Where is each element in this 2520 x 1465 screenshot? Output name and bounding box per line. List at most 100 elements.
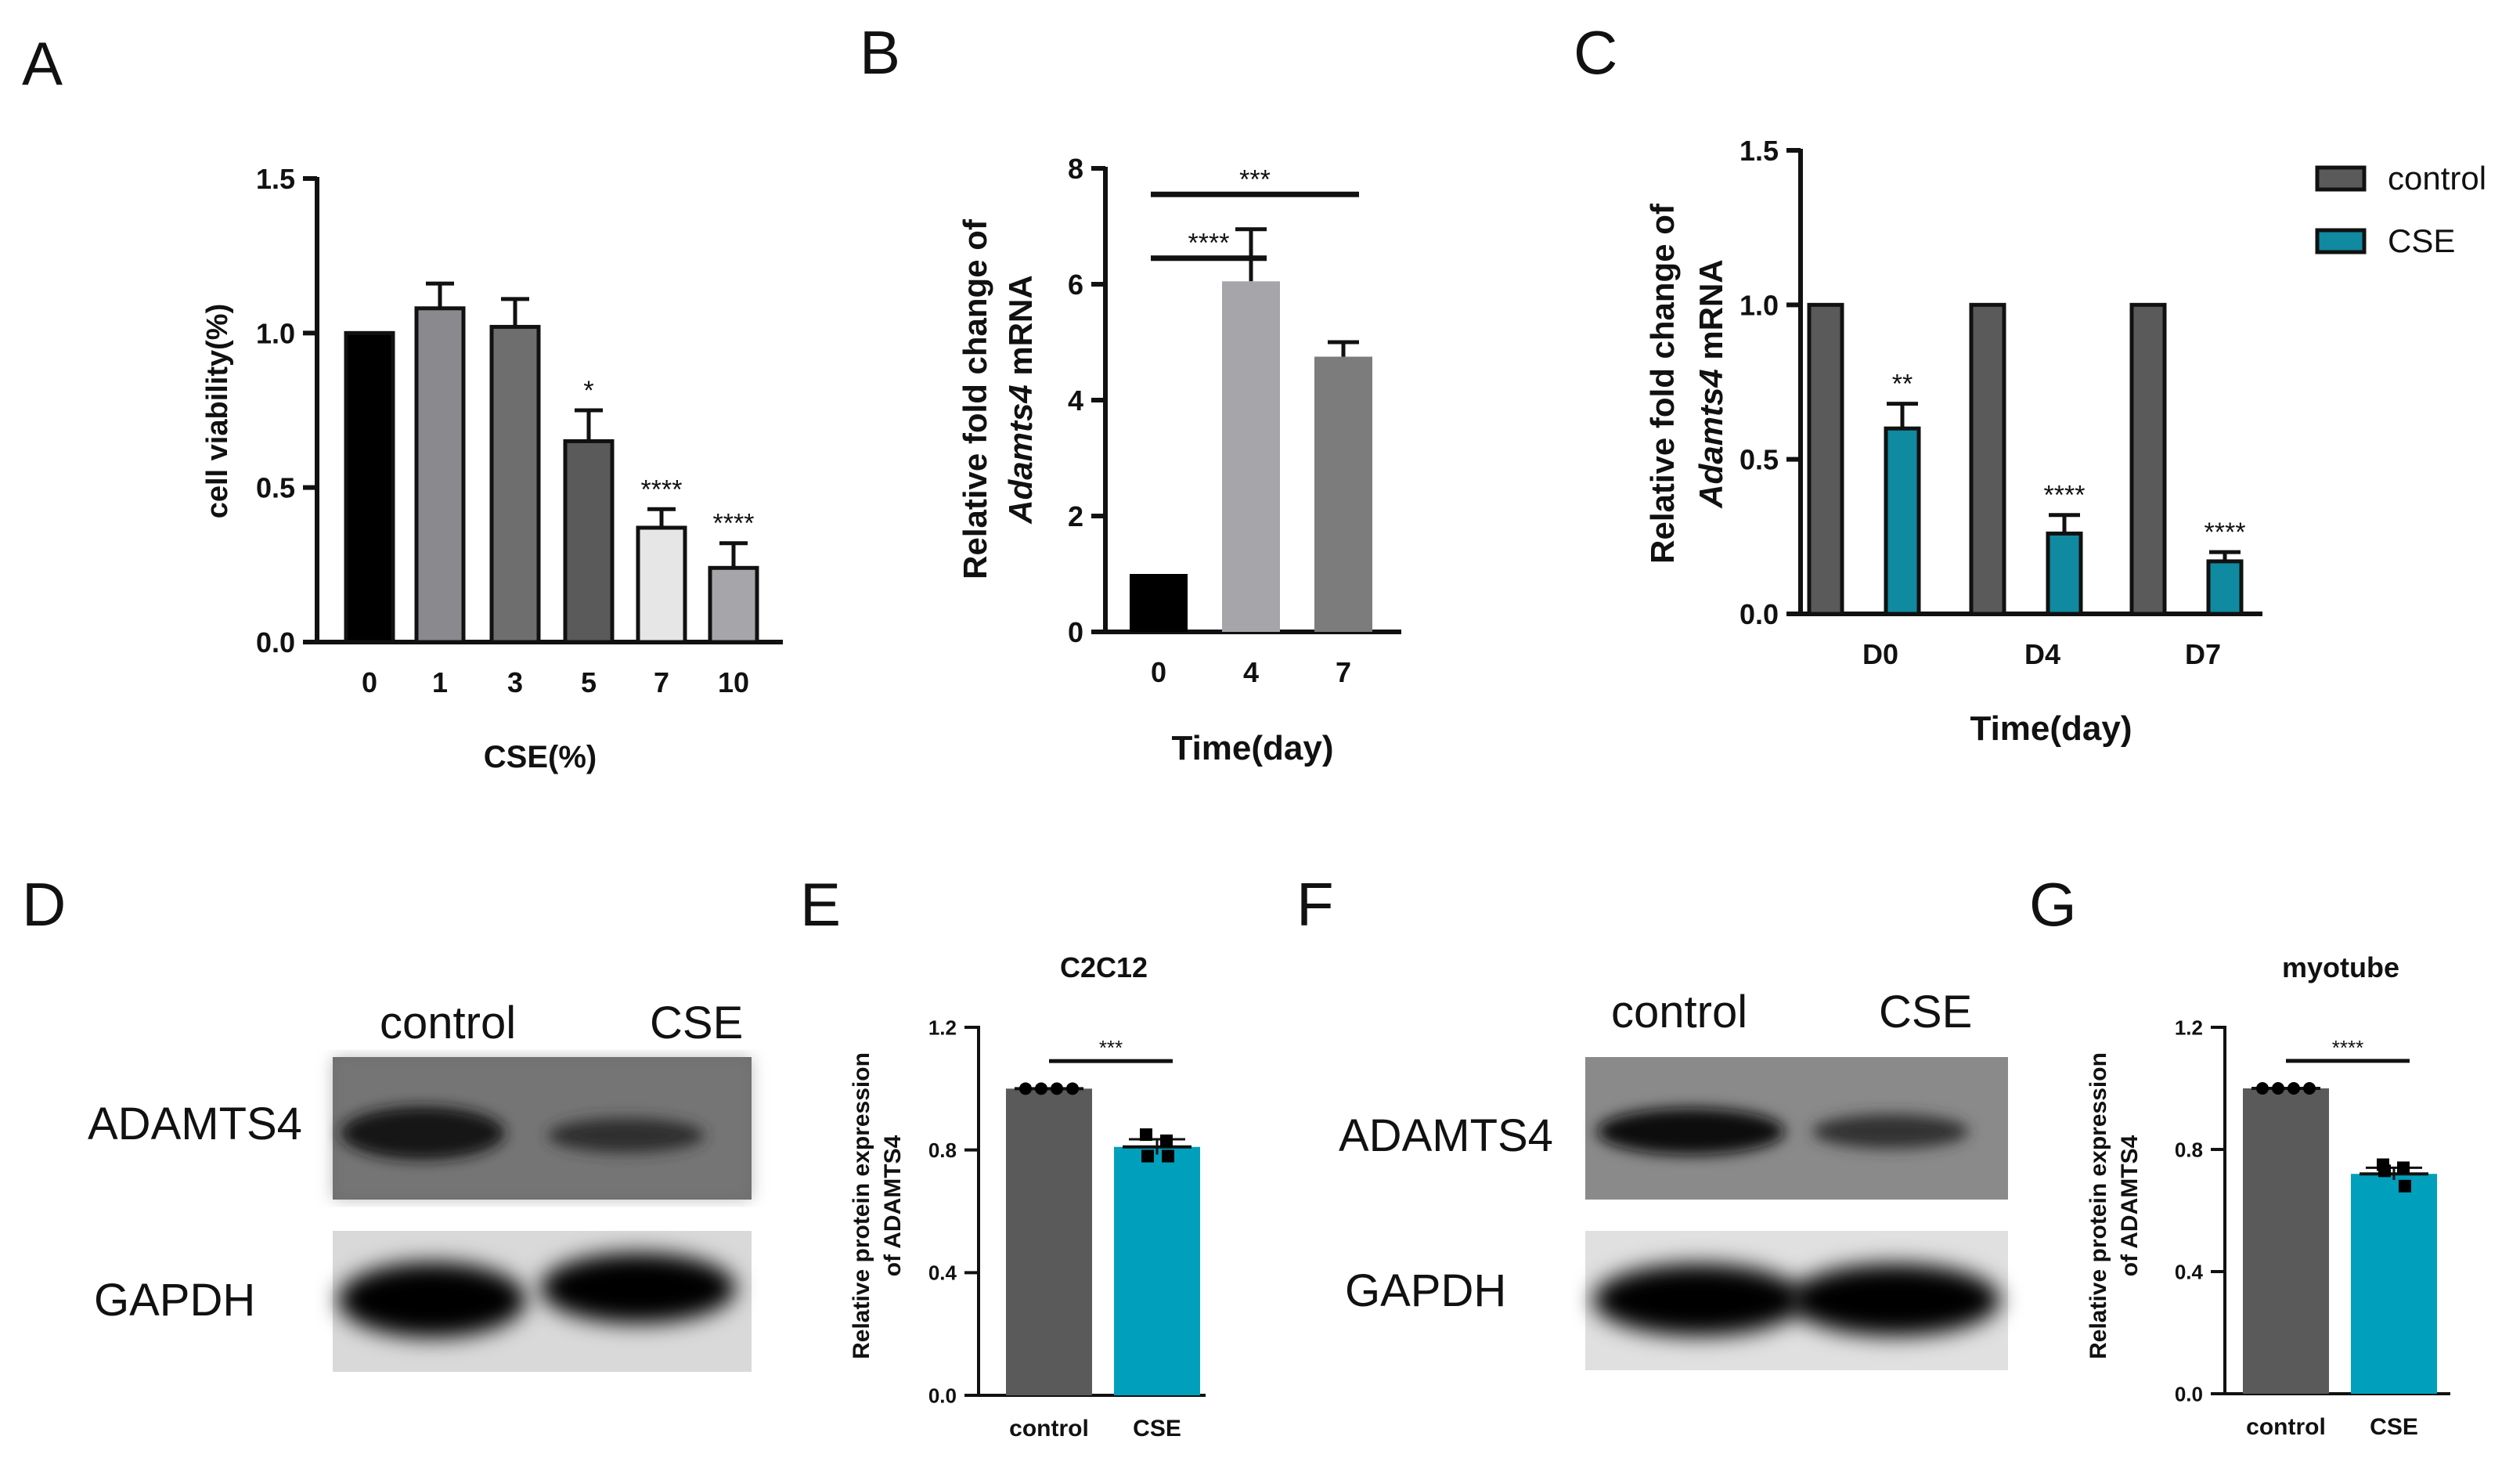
chart-a-bar [636, 525, 687, 644]
blot-f-lane-cse: CSE [1879, 987, 1972, 1037]
chart-a-significance: * [583, 376, 593, 406]
chart-c-bar-cse [2046, 531, 2083, 616]
chart-a-significance: **** [713, 509, 755, 539]
western-blot-f: control CSE ADAMTS4 GAPDH [1339, 987, 2008, 1370]
chart-e-y-tick-label: 1.2 [928, 1016, 957, 1039]
chart-g-y-tick-label: 0.8 [2175, 1138, 2203, 1161]
chart-c-x-tick-label: D0 [1862, 638, 1898, 670]
chart-g-data-point [2397, 1161, 2410, 1175]
chart-g-y-axis-label-line1: Relative protein expression [2086, 1052, 2111, 1359]
chart-g-data-point [2256, 1082, 2269, 1095]
chart-c-bar-control [2129, 302, 2167, 616]
chart-c-y-tick-label: 0.0 [1739, 598, 1779, 630]
chart-c-significance: ** [1892, 370, 1913, 399]
chart-c-legend-swatch-control [2315, 165, 2367, 192]
chart-c-legend-label-control: control [2388, 160, 2486, 197]
chart-c-bar-control [1969, 302, 2006, 616]
chart-c-bar-control [1807, 302, 1844, 616]
chart-a-bar [414, 306, 466, 644]
chart-a-y-tick-label: 1.5 [256, 163, 295, 195]
panel-letter-a: A [22, 29, 63, 98]
chart-a-significance: **** [641, 475, 683, 504]
blot-f-gapdh-band-control [1593, 1264, 1804, 1336]
panel-letter-d: D [22, 870, 66, 939]
chart-b-x-tick-label: 0 [1151, 656, 1166, 688]
chart-c-legend-swatch-cse [2315, 228, 2367, 254]
chart-b-y-axis-label-gene: Adamts4 [1002, 384, 1039, 524]
chart-g-data-point [2303, 1082, 2316, 1095]
chart-a: 0.0 0.5 1.0 1.5 0 1 3 5 * 7 **** 10 **** CSE(%) cell v… [201, 163, 783, 774]
chart-b-y-tick-label: 8 [1068, 153, 1083, 185]
chart-g-data-point [2287, 1082, 2300, 1095]
chart-e-y-tick-label: 0.8 [928, 1138, 957, 1162]
chart-c: 0.0 0.5 1.0 1.5 ** D0 **** D4 **** D7 control CSE Ti… [1644, 135, 2486, 748]
chart-a-y-tick-label: 0.5 [256, 472, 295, 504]
chart-g-y-tick-label: 1.2 [2175, 1016, 2203, 1039]
panel-letter-b: B [860, 18, 900, 87]
chart-b-comparison-label: **** [1188, 229, 1230, 258]
chart-a-x-tick-label: 0 [362, 666, 377, 698]
chart-g-y-tick-label: 0.4 [2175, 1260, 2204, 1283]
blot-d-row-gapdh: GAPDH [94, 1275, 255, 1326]
chart-e-y-axis-label-line2: of ADAMTS4 [880, 1135, 906, 1276]
chart-b-bar [1222, 281, 1280, 632]
chart-e-y-axis-label-line1: Relative protein expression [849, 1052, 874, 1359]
chart-g-bar [2351, 1174, 2437, 1394]
chart-b-x-tick-label: 4 [1243, 656, 1259, 688]
chart-e-bar [1114, 1146, 1200, 1395]
chart-c-significance: **** [2205, 518, 2246, 547]
chart-b-y-tick-label: 4 [1068, 384, 1083, 417]
chart-b-y-axis-label-line1: Relative fold change of [957, 218, 993, 579]
chart-g-significance: **** [2332, 1036, 2363, 1059]
chart-b-x-axis-label: Time(day) [1171, 729, 1333, 767]
chart-g-x-tick-label: CSE [2370, 1414, 2418, 1440]
chart-c-y-axis-label-suffix: mRNA [1693, 259, 1729, 369]
chart-b-y-tick-label: 0 [1068, 616, 1083, 648]
chart-e-data-point [1035, 1082, 1047, 1095]
chart-g-data-point [2378, 1164, 2391, 1178]
chart-a-bar [708, 565, 759, 644]
chart-c-y-axis-label-line1: Relative fold change of [1644, 203, 1681, 564]
blot-f-lane-control: control [1611, 987, 1747, 1037]
panel-letter-c: C [1574, 18, 1617, 87]
chart-e-data-point [1019, 1082, 1032, 1095]
chart-a-x-tick-label: 10 [718, 666, 749, 698]
chart-g-data-point [2399, 1179, 2411, 1193]
chart-g-y-axis-label-line2: of ADAMTS4 [2117, 1135, 2143, 1276]
blot-f-row-gapdh: GAPDH [1345, 1265, 1506, 1316]
chart-c-y-tick-label: 1.0 [1739, 289, 1779, 321]
blot-d-lane-control: control [380, 998, 516, 1048]
chart-b-y-tick-label: 2 [1068, 500, 1083, 532]
chart-b-bar [1314, 356, 1372, 632]
chart-g-title: myotube [2282, 951, 2399, 983]
blot-d-adamts4-band-cse [548, 1118, 705, 1153]
chart-g: 0.0 0.4 0.8 1.2 myotube control CSE **** Relativ… [2086, 951, 2450, 1440]
blot-d-adamts4-band-control [341, 1106, 505, 1160]
chart-e-data-point [1141, 1149, 1154, 1163]
chart-a-y-axis-label: cell viability(%) [201, 304, 234, 519]
chart-c-x-tick-label: D4 [2024, 638, 2060, 670]
panel-letter-f: F [1296, 870, 1334, 939]
chart-a-x-tick-label: 7 [654, 666, 669, 698]
chart-a-y-tick-label: 0.0 [256, 626, 295, 659]
chart-a-bar [344, 330, 395, 644]
chart-a-x-tick-label: 1 [432, 666, 448, 698]
blot-d-lane-cse: CSE [650, 998, 743, 1048]
chart-c-y-axis-label-line2: Adamts4 mRNA [1693, 259, 1729, 508]
blot-f-gapdh-band-cse [1789, 1264, 2000, 1336]
chart-e-data-point [1051, 1082, 1063, 1095]
chart-e-y-tick-label: 0.0 [928, 1384, 957, 1407]
chart-e-title: C2C12 [1060, 951, 1148, 983]
chart-c-bar-cse [1884, 426, 1921, 616]
chart-b-y-axis-label-line2: Adamts4 mRNA [1002, 275, 1039, 524]
western-blot-d: control CSE ADAMTS4 GAPDH [88, 998, 752, 1372]
chart-e-bar [1006, 1088, 1092, 1395]
chart-c-y-tick-label: 0.5 [1739, 444, 1779, 476]
blot-d-row-adamts4: ADAMTS4 [88, 1099, 302, 1149]
chart-a-bar [563, 438, 615, 644]
chart-a-y-tick-label: 1.0 [256, 317, 295, 349]
chart-c-y-axis-label-gene: Adamts4 [1693, 369, 1729, 508]
chart-c-y-tick-label: 1.5 [1739, 135, 1779, 167]
